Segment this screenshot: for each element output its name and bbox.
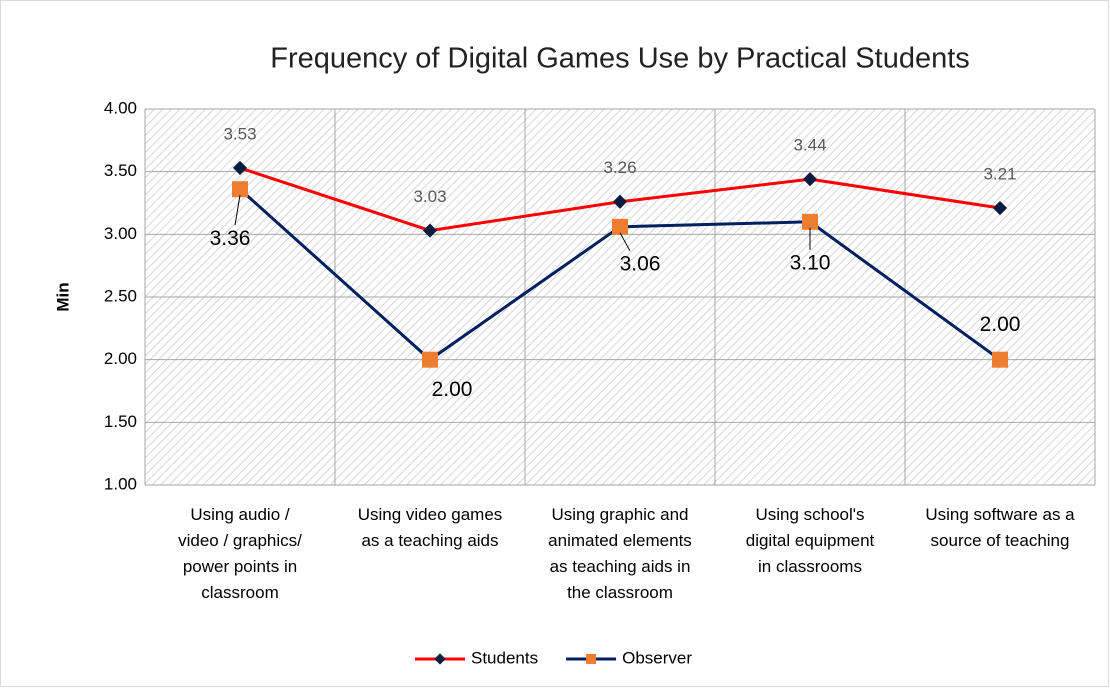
x-tick-label: Using software as a source of teaching: [925, 505, 1075, 550]
x-tick-label: Using graphic and animated elements as tea…: [548, 505, 692, 602]
leader-line: [234, 195, 241, 226]
y-tick-label: 2.00: [104, 349, 137, 368]
y-tick-label: 2.50: [104, 286, 137, 305]
y-axis-label: Min: [53, 282, 72, 311]
legend-label: Observer: [622, 648, 692, 667]
data-label: 2.00: [432, 378, 473, 401]
marker: [232, 160, 248, 175]
x-tick-label: Using school's digital equipment in classr…: [746, 505, 875, 576]
marker: [232, 181, 248, 198]
chart-title: Frequency of Digital Games Use by Practi…: [270, 43, 970, 75]
y-tick-label: 1.00: [104, 474, 137, 493]
x-tick-label: Using audio / video / graphics/power poin…: [178, 505, 302, 602]
x-tick-label: Using video games as a teaching aids: [358, 505, 503, 550]
y-tick-label: 3.50: [104, 161, 137, 180]
y-tick-label: 1.50: [104, 412, 137, 431]
data-label: 3.36: [210, 227, 251, 250]
marker: [422, 223, 438, 238]
legend-marker: [586, 654, 597, 664]
data-label: 3.10: [790, 251, 831, 274]
data-label: 3.53: [223, 124, 256, 143]
marker: [612, 218, 628, 235]
marker: [992, 200, 1008, 216]
marker: [802, 213, 818, 230]
data-label: 3.44: [793, 136, 826, 155]
y-tick-label: 4.00: [104, 98, 137, 117]
data-label: 2.00: [980, 313, 1021, 336]
data-label: 3.21: [983, 164, 1016, 183]
legend-label: Students: [471, 648, 538, 667]
marker: [612, 194, 628, 209]
data-label: 3.26: [603, 158, 636, 177]
marker: [422, 351, 438, 368]
legend-marker: [434, 653, 446, 665]
data-label: 3.06: [620, 252, 661, 275]
data-label: 3.03: [413, 187, 446, 206]
marker: [992, 351, 1008, 368]
y-tick-label: 3.00: [104, 224, 137, 243]
leader-line: [619, 232, 631, 252]
marker: [802, 172, 818, 187]
